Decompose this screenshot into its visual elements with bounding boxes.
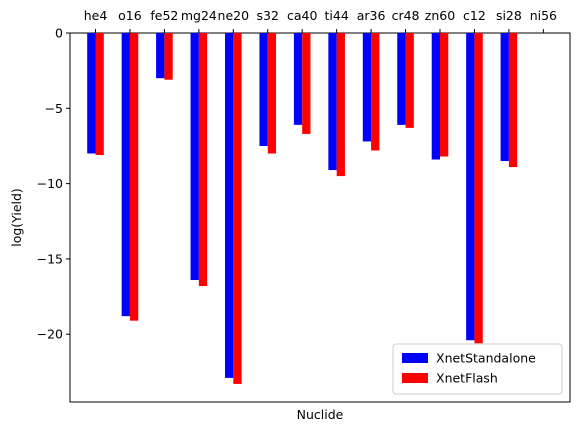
bar-xnetstandalone-s32: [259, 33, 268, 146]
bar-xnetstandalone-fe52: [156, 33, 165, 79]
x-tick-label-fe52: fe52: [150, 8, 178, 23]
bar-xnetflash-cr48: [405, 33, 414, 128]
bar-xnetstandalone-zn60: [431, 33, 440, 160]
plot-area: [69, 32, 571, 403]
bar-xnetflash-o16: [129, 33, 139, 321]
bar-xnetflash-ne20: [233, 33, 242, 384]
bar-xnetflash-he4: [95, 33, 104, 155]
bar-xnetstandalone-ne20: [225, 33, 234, 378]
legend-label-xnetflash: XnetFlash: [436, 371, 498, 386]
x-tick-label-c12: c12: [463, 8, 486, 23]
y-tick-label-4: −20: [37, 327, 63, 342]
bar-xnetflash-si28: [508, 33, 518, 168]
bar-xnetstandalone-ti44: [328, 33, 337, 171]
x-tick-label-mg24: mg24: [181, 8, 217, 23]
bar-xnetstandalone-cr48: [397, 33, 406, 125]
x-tick-label-ar36: ar36: [357, 8, 386, 23]
bar-xnetstandalone-si28: [500, 33, 509, 162]
x-tick-label-cr48: cr48: [392, 8, 420, 23]
bar-xnetstandalone-he4: [87, 33, 96, 154]
x-tick-label-ca40: ca40: [287, 8, 317, 23]
x-tick-label-ti44: ti44: [325, 8, 349, 23]
bar-xnetflash-mg24: [198, 33, 208, 287]
x-tick-label-o16: o16: [118, 8, 142, 23]
x-tick-label-zn60: zn60: [425, 8, 455, 23]
bar-xnetflash-fe52: [164, 33, 173, 80]
x-axis-label: Nuclide: [297, 407, 344, 422]
legend-box: [392, 343, 563, 395]
bars: [87, 33, 518, 384]
bar-xnetstandalone-o16: [121, 33, 130, 317]
legend-label-xnetstandalone: XnetStandalone: [436, 351, 536, 366]
x-tick-label-s32: s32: [257, 8, 279, 23]
y-axis-label: log(Yield): [9, 188, 24, 247]
x-tick-label-ni56: ni56: [530, 8, 557, 23]
bar-xnetflash-c12: [474, 33, 483, 344]
bar-xnetstandalone-ca40: [293, 33, 303, 125]
bar-xnetflash-ar36: [371, 33, 380, 151]
bar-xnetflash-s32: [267, 33, 277, 154]
y-tick-label-3: −15: [37, 251, 63, 266]
plot-frame: [69, 32, 571, 403]
legend-swatch-xnetstandalone: [402, 353, 428, 363]
bar-xnetstandalone-c12: [466, 33, 475, 341]
bar-xnetflash-zn60: [440, 33, 449, 157]
bar-xnetstandalone-ar36: [362, 33, 372, 142]
legend-swatch-xnetflash: [402, 373, 428, 383]
y-tick-label-0: 0: [55, 26, 63, 41]
y-tick-label-2: −10: [37, 176, 63, 191]
y-axis: 0 −5 −10 −15 −20: [37, 26, 70, 342]
x-axis: he4 o16 fe52 mg24 ne20 s32 ca40 ti44 ar36 cr48 zn6…: [84, 8, 557, 33]
x-tick-label-he4: he4: [84, 8, 108, 23]
bar-xnetstandalone-mg24: [190, 33, 199, 281]
x-tick-label-ne20: ne20: [218, 8, 250, 23]
bar-xnetflash-ca40: [302, 33, 311, 134]
bar-xnetflash-ti44: [336, 33, 345, 177]
y-tick-label-1: −5: [45, 101, 63, 116]
legend: XnetStandalone XnetFlash: [392, 343, 563, 395]
x-tick-label-si28: si28: [496, 8, 522, 23]
